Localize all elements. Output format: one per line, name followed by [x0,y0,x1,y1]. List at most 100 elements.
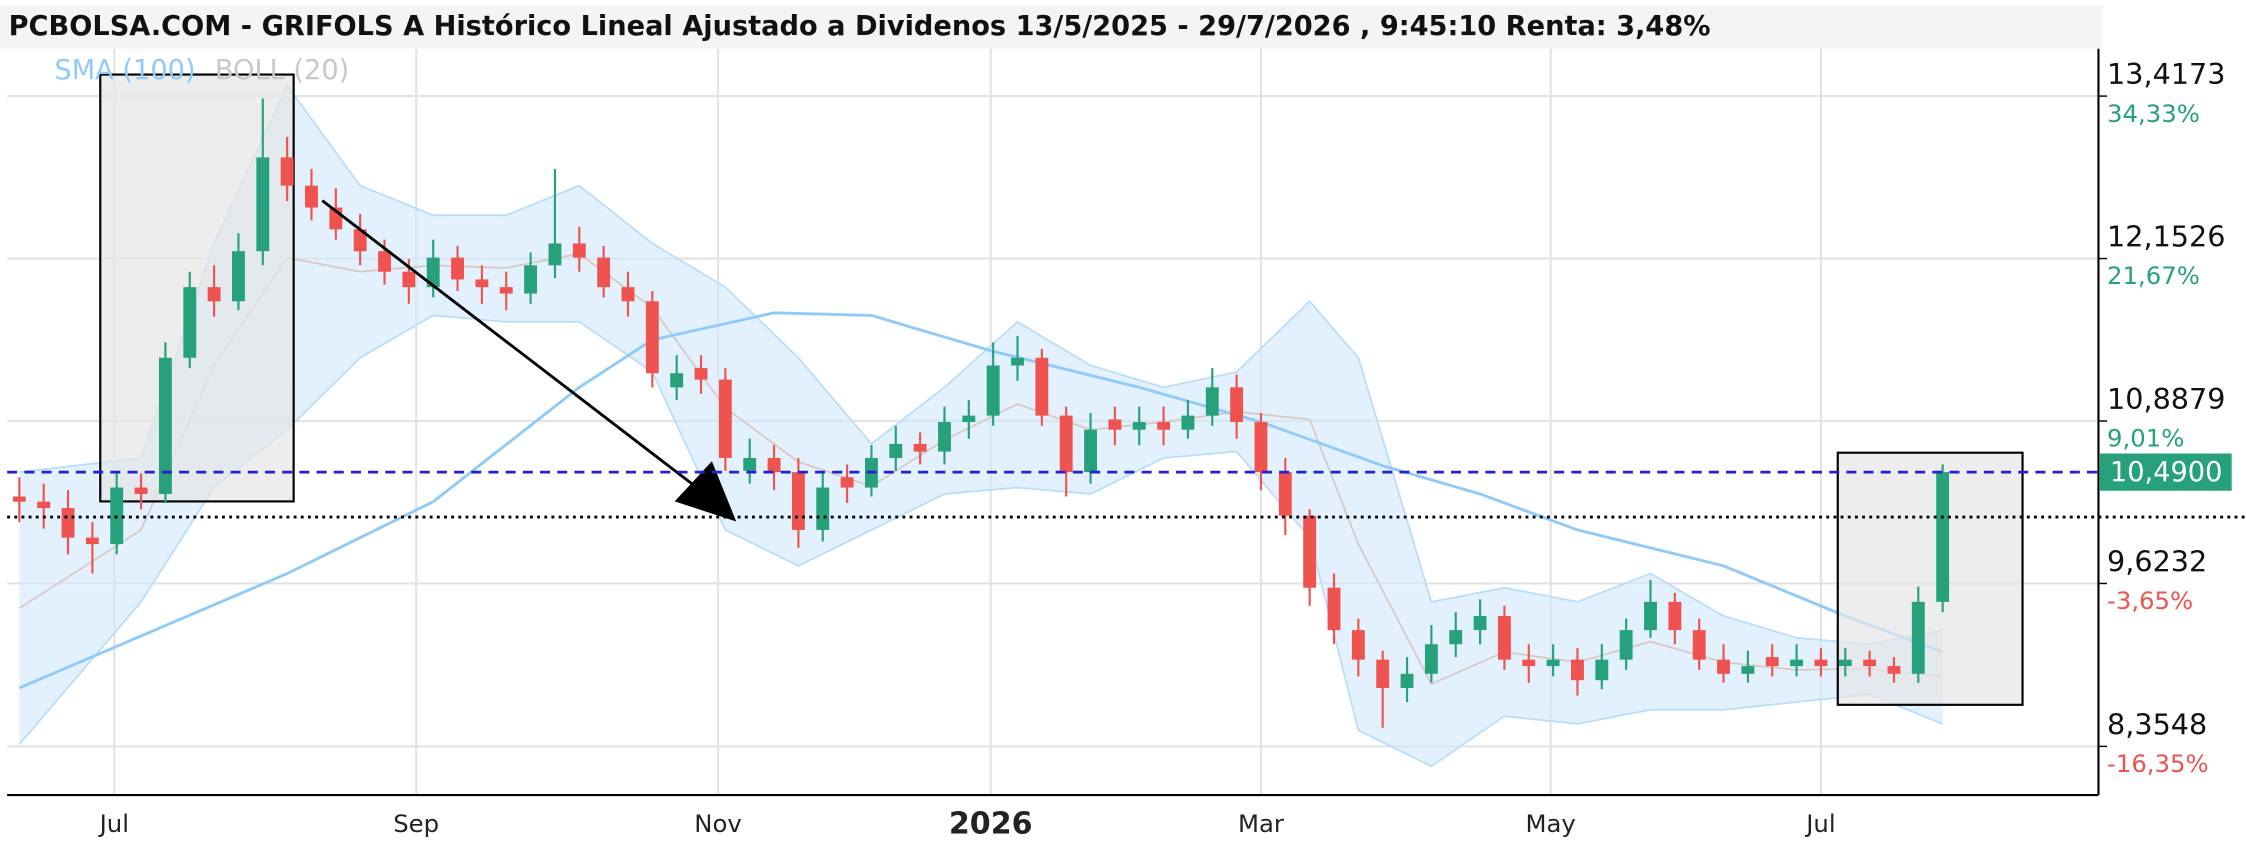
candle-body [791,472,805,530]
candle-body [597,257,611,288]
candle-body [134,487,148,494]
candle-body [524,265,538,294]
candle-body [1522,659,1536,667]
x-tick-label: Nov [694,809,742,838]
candle-body [378,251,391,272]
x-tick-label: May [1526,809,1576,838]
candle-body [1692,630,1706,660]
y-tick-label: 10,8879 [2107,382,2225,416]
last-price-box [2099,453,2232,491]
x-tick-label: Sep [393,809,439,838]
candle-body [1887,666,1901,674]
candle-body [962,415,976,423]
candle-body [1059,415,1073,473]
candles-layer [12,98,1950,728]
y2-tick-label: -16,35% [2107,749,2209,778]
candle-body [1717,659,1730,674]
candle-body [1936,472,1950,602]
legend-entry: SMA (100) [54,55,195,86]
candle-body [1278,472,1292,516]
band-layer [18,83,1944,768]
candle-body [1838,659,1852,667]
candle-body [402,271,416,288]
title-band [0,5,2103,49]
candle-body [1084,429,1097,473]
candle-body [158,357,172,494]
chart-title: PCBOLSA.COM - GRIFOLS A Histórico Lineal… [9,11,1711,42]
candle-body [1205,387,1219,416]
candle-body [1181,415,1195,430]
candle-body [1571,659,1584,681]
candle-body [1035,357,1049,416]
x-tick-label: 2026 [949,807,1033,842]
y-tick-label: 13,4173 [2107,57,2225,91]
candle-body [840,477,854,488]
candle-body [1741,666,1755,674]
candle-body [426,257,440,288]
candle-body [1303,515,1317,588]
last-price-label: 10,4900 [2110,457,2223,488]
candle-body [232,251,245,302]
candle-body [1473,615,1487,631]
y-tick-label: 12,1526 [2107,219,2225,253]
candle-body [767,457,781,473]
y2-tick-label: 9,01% [2107,424,2184,453]
y2-tick-label: 21,67% [2107,261,2200,290]
candle-body [1011,357,1024,366]
candle-body [1863,659,1877,667]
candle-body [207,287,221,302]
candle-body [1424,644,1438,674]
y-tick-label: 9,6232 [2107,544,2207,578]
candle-body [816,487,830,530]
candle-body [889,443,903,458]
candle-body [621,287,635,302]
candle-body [499,287,513,294]
x-tick-label: Mar [1238,809,1285,838]
candle-body [256,157,270,252]
y2-tick-label: -3,65% [2107,586,2193,615]
y2-tick-label: 34,33% [2107,99,2200,128]
overlay-layer: 10,4900 [7,453,2246,519]
candle-body [280,157,294,186]
candle-body [986,365,1000,416]
candle-body [305,185,318,208]
candle-body [645,301,659,374]
candle-body [1644,601,1657,631]
highlight-box [1836,451,2024,706]
candle-body [718,379,732,458]
bollinger-upper [19,83,1943,646]
candle-body [61,508,75,538]
y-tick-label: 8,3548 [2107,707,2207,741]
x-tick-label: Jul [1804,809,1835,838]
candle-body [1157,422,1171,430]
bollinger-lower [18,314,1943,768]
candle-body [548,243,562,266]
candle-body [1230,387,1244,423]
arrow-head [674,461,737,522]
candle-body [85,537,99,545]
candle-body [572,243,586,258]
candle-body [183,287,197,358]
candle-body [12,496,26,502]
candle-body [1595,659,1609,681]
candle-body [1790,659,1804,667]
candle-body [938,422,951,452]
sma-line [18,311,1944,690]
candle-body [694,368,708,380]
highlight-box [99,73,295,503]
trend-arrow [321,199,703,493]
candle-body [1254,422,1268,473]
candle-body [913,443,927,452]
candle-body [1911,601,1925,674]
candle-body [1765,657,1779,667]
legend-entry: BOLL (20) [215,55,349,86]
candle-body [1546,659,1560,667]
candle-body [1449,630,1463,645]
candle-body [1327,587,1341,631]
candle-body [1108,419,1122,430]
candle-body [475,279,489,288]
candle-body [670,373,684,388]
candle-body [1668,601,1682,631]
